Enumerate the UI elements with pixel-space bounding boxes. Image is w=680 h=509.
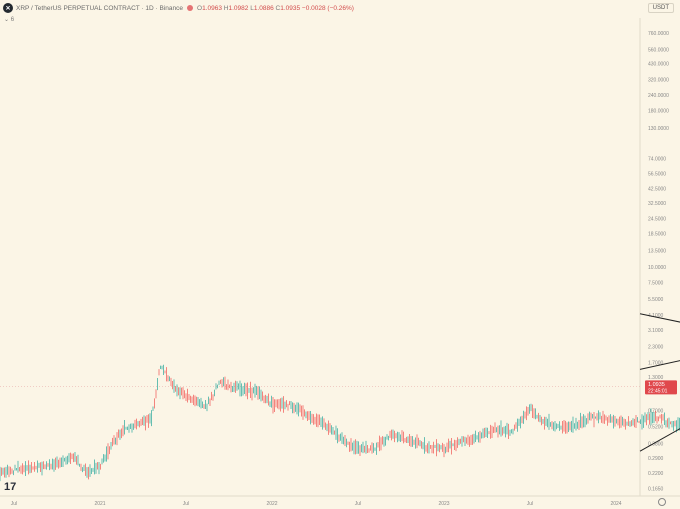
y-tick-label: 560.0000 bbox=[648, 47, 669, 53]
x-tick-label: 2024 bbox=[610, 501, 621, 507]
ohlc-readout: O1.0963 H1.0982 L1.0886 C1.0935 −0.0028 … bbox=[197, 5, 354, 12]
y-tick-label: 760.0000 bbox=[648, 31, 669, 37]
y-tick-label: 56.5000 bbox=[648, 171, 666, 177]
y-tick-label: 1.3000 bbox=[648, 375, 664, 381]
tradingview-logo-icon: 17 bbox=[4, 481, 16, 493]
low-value: 1.0886 bbox=[253, 4, 274, 12]
y-tick-label: 18.5000 bbox=[648, 232, 666, 238]
symbol-header: ✕ XRP / TetherUS PERPETUAL CONTRACT · 1D… bbox=[0, 0, 640, 16]
y-tick-label: 7.5000 bbox=[648, 280, 664, 286]
y-tick-label: 0.2200 bbox=[648, 471, 664, 477]
y-tick-label: 180.0000 bbox=[648, 109, 669, 115]
y-tick-label: 74.0000 bbox=[648, 157, 666, 163]
y-tick-label: 0.3800 bbox=[648, 442, 664, 448]
y-tick-label: 24.5000 bbox=[648, 216, 666, 222]
high-value: 1.0982 bbox=[228, 4, 249, 12]
y-tick-label: 10.0000 bbox=[648, 265, 666, 271]
change-value: −0.0028 (−0.26%) bbox=[301, 4, 354, 12]
y-tick-label: 3.1000 bbox=[648, 328, 664, 334]
currency-button[interactable]: USDT bbox=[647, 3, 674, 13]
price-tag bbox=[645, 380, 677, 395]
close-label: C bbox=[275, 4, 281, 12]
candles bbox=[0, 364, 680, 482]
xrp-logo-icon: ✕ bbox=[3, 3, 13, 13]
y-tick-label: 5.5000 bbox=[648, 297, 664, 303]
x-tick-label: Jul bbox=[355, 501, 361, 507]
y-tick-label: 42.5000 bbox=[648, 187, 666, 193]
x-tick-label: Jul bbox=[11, 501, 17, 507]
y-tick-label: 2.3000 bbox=[648, 344, 664, 350]
x-tick-label: Jul bbox=[183, 501, 189, 507]
low-label: L bbox=[250, 4, 254, 12]
symbol-title[interactable]: XRP / TetherUS PERPETUAL CONTRACT · 1D ·… bbox=[16, 4, 184, 12]
price-tag-countdown: 22:45:01 bbox=[648, 388, 668, 394]
y-tick-label: 430.0000 bbox=[648, 62, 669, 68]
x-tick-label: Jul bbox=[527, 501, 533, 507]
y-tick-label: 240.0000 bbox=[648, 93, 669, 99]
y-tick-label: 0.2900 bbox=[648, 456, 664, 462]
indicator-count: 6 bbox=[10, 17, 15, 23]
open-label: O bbox=[197, 4, 203, 12]
x-tick-label: 2023 bbox=[438, 501, 449, 507]
indicator-toggle[interactable]: ⌄ 6 bbox=[4, 17, 15, 23]
y-tick-label: 13.5000 bbox=[648, 249, 666, 255]
close-value: 1.0935 bbox=[280, 4, 301, 12]
x-tick-label: 2022 bbox=[266, 501, 277, 507]
open-value: 1.0963 bbox=[202, 4, 222, 12]
y-tick-label: 130.0000 bbox=[648, 126, 669, 132]
y-tick-label: 1.7000 bbox=[648, 361, 664, 367]
high-label: H bbox=[223, 4, 229, 12]
y-tick-label: 32.5000 bbox=[648, 201, 666, 207]
y-tick-label: 0.1650 bbox=[648, 487, 664, 493]
market-status-dot-icon bbox=[187, 5, 194, 11]
y-tick-label: 4.1000 bbox=[648, 313, 664, 319]
y-tick-label: 320.0000 bbox=[648, 78, 669, 84]
x-tick-label: 2021 bbox=[94, 501, 105, 507]
y-tick-label: 0.5200 bbox=[648, 425, 664, 431]
gear-icon[interactable] bbox=[658, 498, 666, 506]
price-tag-value: 1.0935 bbox=[648, 382, 665, 388]
